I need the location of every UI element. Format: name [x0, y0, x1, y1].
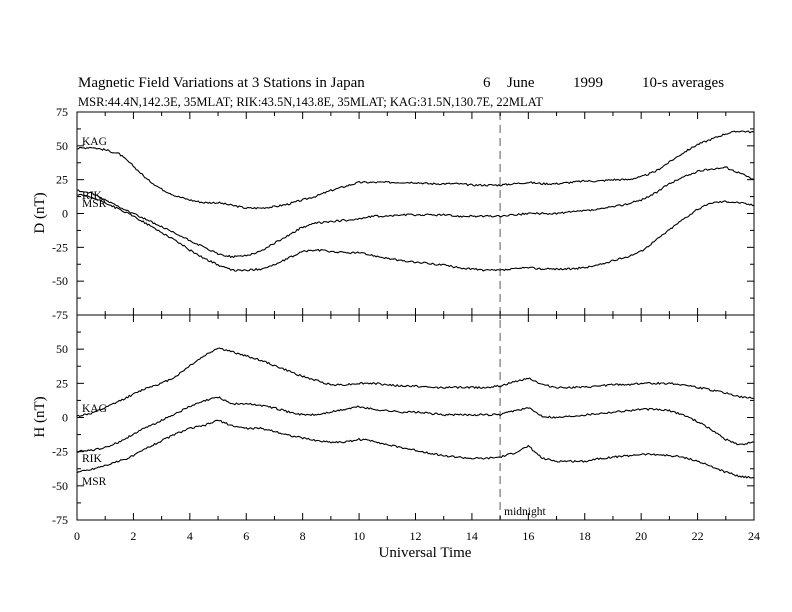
station-labels: KAG RIK MSR KAG RIK MSR [82, 136, 107, 488]
station-label-kag-h: KAG [82, 403, 107, 415]
title-main: Magnetic Field Variations at 3 Stations … [78, 75, 365, 91]
y-tick-label: -50 [52, 274, 68, 288]
station-label-rik-h: RIK [82, 453, 103, 465]
x-tick-label: 4 [187, 529, 193, 543]
title-day: 6 [483, 75, 491, 91]
trace-msr-d [76, 193, 755, 272]
y-tick-label: 0 [62, 411, 68, 425]
x-tick-label: 10 [353, 529, 365, 543]
title-year: 1999 [573, 75, 603, 91]
y-tick-label: 25 [56, 173, 68, 187]
trace-rik-d [76, 166, 755, 259]
station-label-msr-d: MSR [82, 198, 107, 210]
y-tick-label: 75 [56, 105, 68, 119]
d-panel-frame [76, 111, 755, 316]
title-month: June [507, 75, 535, 91]
x-tick-label: 6 [243, 529, 249, 543]
x-tick-label: 20 [635, 529, 647, 543]
y-tick-label: -75 [52, 308, 68, 322]
station-label-msr-h: MSR [82, 476, 107, 488]
trace-msr-h [76, 419, 755, 479]
y-tick-label: -25 [52, 240, 68, 254]
y-tick-label: -75 [52, 513, 68, 527]
h-axis-label: H (nT) [32, 396, 48, 437]
x-tick-label: 12 [410, 529, 422, 543]
x-axis-label: Universal Time [379, 545, 472, 561]
x-tick-label: 14 [466, 529, 478, 543]
trace-rik-h [76, 396, 755, 453]
station-label-rik-d: RIK [82, 190, 103, 202]
x-tick-label: 16 [522, 529, 534, 543]
x-tick-label: 22 [692, 529, 704, 543]
h-panel-frame [76, 314, 755, 521]
y-tick-label: -25 [52, 445, 68, 459]
y-tick-label: -50 [52, 479, 68, 493]
x-tick-label: 8 [300, 529, 306, 543]
x-tick-label: 18 [579, 529, 591, 543]
axis-ticks: 0 2 4 6 8 10 12 14 16 18 20 22 24-75-50-250255075-75… [52, 105, 760, 543]
station-coordinates-subtitle: MSR:44.4N,142.3E, 35MLAT; RIK:43.5N,143.… [78, 95, 543, 109]
y-tick-label: 50 [56, 139, 68, 153]
y-tick-label: 50 [56, 342, 68, 356]
trace-kag-d [76, 130, 755, 210]
x-tick-label: 0 [74, 529, 80, 543]
d-axis-label: D (nT) [32, 192, 48, 233]
station-label-kag-d: KAG [82, 136, 107, 148]
title-averaging: 10-s averages [642, 75, 724, 91]
y-tick-label: 0 [62, 207, 68, 221]
x-tick-label: 24 [748, 529, 760, 543]
x-tick-label: 2 [130, 529, 136, 543]
midnight-label: midnight [504, 506, 546, 518]
data-traces [76, 130, 755, 479]
y-tick-label: 25 [56, 376, 68, 390]
title: Magnetic Field Variations at 3 Stations … [78, 75, 724, 91]
trace-kag-h [76, 347, 755, 417]
